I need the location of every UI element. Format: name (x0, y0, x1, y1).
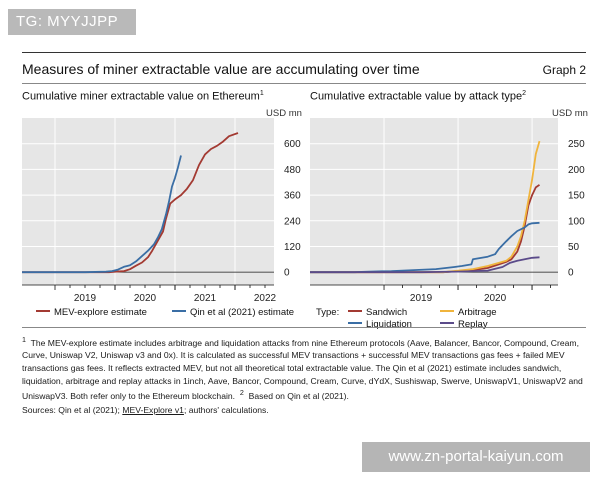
legend-item-arbitrage: Arbitrage (440, 307, 497, 318)
top-rule (22, 52, 586, 53)
y-tick-label: 250 (568, 139, 585, 150)
chart1-unit: USD mn (266, 108, 302, 119)
sources: Sources: Qin et al (2021); MEV-Explore v… (22, 405, 269, 415)
legend-item-liquidation: Liquidation (348, 319, 412, 330)
footnote-1-mark: 1 (22, 336, 26, 344)
y-tick-label: 200 (568, 165, 585, 176)
legend-item-sandwich: Sandwich (348, 307, 407, 318)
page-title: Measures of miner extractable value are … (22, 61, 420, 77)
series-line-replay (310, 256, 540, 274)
plot-background (310, 118, 558, 285)
legend-swatch-replay (440, 322, 454, 325)
chart2-title: Cumulative extractable value by attack t… (310, 90, 527, 103)
series-line-liquidation (310, 221, 540, 274)
plot-background (22, 118, 274, 285)
y-tick-label: 50 (568, 242, 580, 253)
legend-item-qin: Qin et al (2021) estimate (172, 307, 294, 318)
x-tick-label: 2022 (254, 293, 277, 304)
y-tick-label: 480 (284, 165, 301, 176)
y-tick-label: 240 (284, 216, 301, 227)
footnote-2-mark: 2 (239, 389, 244, 398)
y-tick-label: 120 (284, 242, 301, 253)
x-tick-label: 2019 (74, 293, 97, 304)
chart2: 0 50 100 150 200 250 2019 2020 (310, 118, 585, 304)
chart2-unit: USD mn (552, 108, 588, 119)
legend-heading: Type: (316, 307, 340, 318)
y-tick-label: 150 (568, 191, 585, 202)
legend-item-replay: Replay (440, 319, 488, 330)
graph-number: Graph 2 (542, 63, 586, 77)
title-rule (22, 83, 586, 84)
x-tick-label: 2021 (194, 293, 217, 304)
legend-swatch-liquidation (348, 322, 362, 325)
y-tick-label: 600 (284, 139, 301, 150)
series-line-mev-explore-estimate (22, 132, 239, 274)
chart1-title: Cumulative miner extractable value on Et… (22, 90, 264, 103)
x-tick-label: 2020 (134, 293, 157, 304)
y-tick-label: 0 (284, 268, 290, 279)
footnote-2: Based on Qin et al (2021). (248, 391, 349, 402)
y-tick-label: 100 (568, 216, 585, 227)
series-line-qin-et-al-2021-estimate (22, 155, 182, 274)
footnotes: 1 The MEV-explore estimate includes arbi… (22, 334, 588, 403)
footnote-1: The MEV-explore estimate includes arbitr… (22, 337, 583, 402)
watermark: www.zn-portal-kaiyun.com (362, 442, 590, 472)
notes-rule (22, 327, 586, 328)
mev-explore-link[interactable]: MEV-Explore v1 (122, 405, 184, 415)
y-tick-label: 0 (568, 268, 574, 279)
legend-item-mev-explore: MEV-explore estimate (36, 307, 147, 318)
legend-swatch-arbitrage (440, 310, 454, 313)
telegram-tag: TG: MYYJJPP (8, 9, 136, 35)
chart1: 0 120 240 360 480 600 2019 2020 2021 2022 (22, 118, 301, 304)
x-tick-label: 2020 (484, 293, 507, 304)
y-tick-label: 360 (284, 191, 301, 202)
legend-swatch-qin (172, 310, 186, 313)
legend-swatch-sandwich (348, 310, 362, 313)
x-tick-label: 2019 (410, 293, 433, 304)
legend-swatch-mev-explore (36, 310, 50, 313)
